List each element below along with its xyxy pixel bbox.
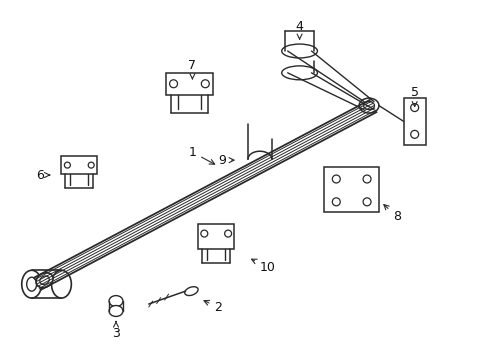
Ellipse shape <box>36 273 53 288</box>
Circle shape <box>332 198 340 206</box>
Bar <box>165 73 213 95</box>
Text: 4: 4 <box>295 20 303 39</box>
Circle shape <box>410 104 418 112</box>
Ellipse shape <box>51 270 71 298</box>
Text: 9: 9 <box>218 154 234 167</box>
Circle shape <box>332 175 340 183</box>
Circle shape <box>224 230 231 237</box>
Ellipse shape <box>281 44 317 58</box>
Circle shape <box>64 162 70 168</box>
Bar <box>403 98 425 145</box>
Ellipse shape <box>184 287 198 296</box>
Text: 3: 3 <box>112 321 120 340</box>
Bar <box>198 224 234 249</box>
Ellipse shape <box>363 102 374 109</box>
Ellipse shape <box>281 66 317 80</box>
Circle shape <box>410 130 418 138</box>
Text: 5: 5 <box>410 86 418 107</box>
Bar <box>324 167 378 212</box>
Circle shape <box>169 80 177 88</box>
Circle shape <box>88 162 94 168</box>
Text: 2: 2 <box>203 301 222 314</box>
Circle shape <box>362 198 370 206</box>
Text: 6: 6 <box>36 168 49 181</box>
Ellipse shape <box>21 270 41 298</box>
Text: 1: 1 <box>188 146 214 164</box>
Ellipse shape <box>109 296 122 306</box>
Text: 8: 8 <box>383 204 400 223</box>
Circle shape <box>201 230 207 237</box>
Text: 7: 7 <box>188 59 196 79</box>
Text: 10: 10 <box>251 259 275 274</box>
Ellipse shape <box>40 276 49 284</box>
Ellipse shape <box>27 277 37 291</box>
Bar <box>61 156 97 174</box>
Circle shape <box>201 80 209 88</box>
Ellipse shape <box>358 98 378 113</box>
Circle shape <box>362 175 370 183</box>
Ellipse shape <box>109 306 122 316</box>
